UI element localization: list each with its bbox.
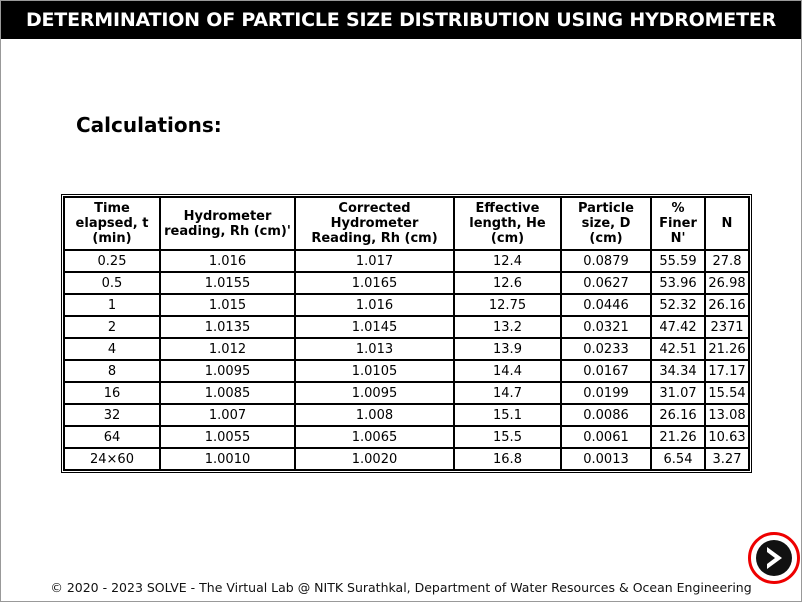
table-cell: 1.016 [160, 250, 295, 272]
table-cell: 1.0105 [295, 360, 454, 382]
table-cell: 1.0065 [295, 426, 454, 448]
table-row: 64 1.0055 1.0065 15.5 0.0061 21.26 10.63 [64, 426, 749, 448]
table-cell: 1 [64, 294, 160, 316]
column-header: Corrected Hydrometer Reading, Rh (cm) [295, 197, 454, 250]
table-row: 24×60 1.0010 1.0020 16.8 0.0013 6.54 3.27 [64, 448, 749, 470]
section-heading: Calculations: [76, 113, 222, 137]
table-cell: 6.54 [651, 448, 705, 470]
column-header: Hydrometer reading, Rh (cm)' [160, 197, 295, 250]
table-cell: 0.0061 [561, 426, 651, 448]
column-header: Time elapsed, t (min) [64, 197, 160, 250]
table-row: 16 1.0085 1.0095 14.7 0.0199 31.07 15.54 [64, 382, 749, 404]
next-button[interactable] [748, 532, 800, 584]
table-cell: 17.17 [705, 360, 749, 382]
table-cell: 1.0055 [160, 426, 295, 448]
table-cell: 12.75 [454, 294, 561, 316]
table-row: 1 1.015 1.016 12.75 0.0446 52.32 26.16 [64, 294, 749, 316]
table-cell: 31.07 [651, 382, 705, 404]
table-cell: 15.5 [454, 426, 561, 448]
table-cell: 8 [64, 360, 160, 382]
table-cell: 0.0167 [561, 360, 651, 382]
table-cell: 1.0135 [160, 316, 295, 338]
next-arrow [767, 547, 782, 569]
table-cell: 1.0010 [160, 448, 295, 470]
table-cell: 26.16 [705, 294, 749, 316]
table-cell: 52.32 [651, 294, 705, 316]
table-cell: 1.0165 [295, 272, 454, 294]
table-cell: 0.0446 [561, 294, 651, 316]
table-cell: 12.4 [454, 250, 561, 272]
table-cell: 1.0095 [160, 360, 295, 382]
table-cell: 14.4 [454, 360, 561, 382]
table-cell: 2371 [705, 316, 749, 338]
table-cell: 3.27 [705, 448, 749, 470]
table-cell: 1.0085 [160, 382, 295, 404]
table-cell: 13.9 [454, 338, 561, 360]
table-cell: 1.017 [295, 250, 454, 272]
table-cell: 15.1 [454, 404, 561, 426]
table-cell: 27.8 [705, 250, 749, 272]
table-cell: 1.0095 [295, 382, 454, 404]
calculation-table: Time elapsed, t (min) Hydrometer reading,… [61, 194, 752, 473]
table-cell: 55.59 [651, 250, 705, 272]
table-cell: 14.7 [454, 382, 561, 404]
table-cell: 12.6 [454, 272, 561, 294]
column-header: Particle size, D (cm) [561, 197, 651, 250]
table-cell: 1.0155 [160, 272, 295, 294]
table-cell: 1.0145 [295, 316, 454, 338]
table-row: 8 1.0095 1.0105 14.4 0.0167 34.34 17.17 [64, 360, 749, 382]
table-body: 0.25 1.016 1.017 12.4 0.0879 55.59 27.8 0.5 1.01… [64, 250, 749, 470]
table-cell: 47.42 [651, 316, 705, 338]
header-row: Time elapsed, t (min) Hydrometer reading,… [64, 197, 749, 250]
table-cell: 0.0879 [561, 250, 651, 272]
table-cell: 24×60 [64, 448, 160, 470]
table-head: Time elapsed, t (min) Hydrometer reading,… [64, 197, 749, 250]
table-cell: 34.34 [651, 360, 705, 382]
table-row: 32 1.007 1.008 15.1 0.0086 26.16 13.08 [64, 404, 749, 426]
next-icon [756, 540, 792, 576]
table-cell: 21.26 [651, 426, 705, 448]
table-cell: 0.0199 [561, 382, 651, 404]
table-cell: 0.25 [64, 250, 160, 272]
table-cell: 53.96 [651, 272, 705, 294]
table-cell: 0.0086 [561, 404, 651, 426]
table-cell: 4 [64, 338, 160, 360]
table-cell: 1.008 [295, 404, 454, 426]
table-cell: 2 [64, 316, 160, 338]
table-row: 0.25 1.016 1.017 12.4 0.0879 55.59 27.8 [64, 250, 749, 272]
table-cell: 1.0020 [295, 448, 454, 470]
table-cell: 1.013 [295, 338, 454, 360]
table-cell: 32 [64, 404, 160, 426]
table-cell: 0.5 [64, 272, 160, 294]
table-cell: 16 [64, 382, 160, 404]
table-cell: 1.007 [160, 404, 295, 426]
table-cell: 13.2 [454, 316, 561, 338]
table-cell: 15.54 [705, 382, 749, 404]
table-cell: 42.51 [651, 338, 705, 360]
table-cell: 0.0233 [561, 338, 651, 360]
footer: © 2020 - 2023 SOLVE - The Virtual Lab @ … [50, 580, 752, 595]
table-cell: 13.08 [705, 404, 749, 426]
table-cell: 26.16 [651, 404, 705, 426]
table-cell: 26.98 [705, 272, 749, 294]
table-row: 0.5 1.0155 1.0165 12.6 0.0627 53.96 26.98 [64, 272, 749, 294]
table-cell: 21.26 [705, 338, 749, 360]
table-cell: 10.63 [705, 426, 749, 448]
table-cell: 1.012 [160, 338, 295, 360]
column-header: % Finer N' [651, 197, 705, 250]
table-row: 2 1.0135 1.0145 13.2 0.0321 47.42 2371 [64, 316, 749, 338]
table-cell: 16.8 [454, 448, 561, 470]
table-cell: 1.016 [295, 294, 454, 316]
table-cell: 0.0321 [561, 316, 651, 338]
table-cell: 0.0013 [561, 448, 651, 470]
table-row: 4 1.012 1.013 13.9 0.0233 42.51 21.26 [64, 338, 749, 360]
table-cell: 64 [64, 426, 160, 448]
table-cell: 0.0627 [561, 272, 651, 294]
column-header: N [705, 197, 749, 250]
header-title: DETERMINATION OF PARTICLE SIZE DISTRIBUT… [1, 1, 801, 39]
column-header: Effective length, He (cm) [454, 197, 561, 250]
table-cell: 1.015 [160, 294, 295, 316]
